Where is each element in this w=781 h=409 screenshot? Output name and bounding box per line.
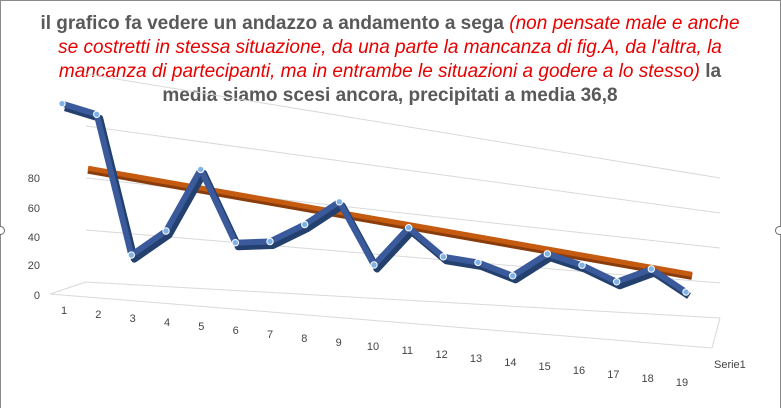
title-text-conclusion: la media siamo scesi ancora, precipitati… bbox=[162, 61, 722, 106]
x-tick-label: 7 bbox=[267, 329, 273, 341]
y-tick-label: 20 bbox=[28, 260, 40, 272]
x-tick-label: 9 bbox=[336, 337, 342, 349]
resize-handle-left[interactable] bbox=[0, 226, 5, 235]
x-tick-label: 3 bbox=[130, 313, 136, 325]
x-tick-label: 4 bbox=[164, 317, 170, 329]
gridline bbox=[85, 125, 721, 214]
data-point[interactable] bbox=[439, 253, 447, 261]
x-tick-label: 19 bbox=[676, 377, 688, 389]
floor-edge bbox=[49, 281, 87, 295]
points-layer bbox=[58, 99, 690, 296]
x-tick-label: 2 bbox=[95, 309, 101, 321]
x-tick-label: 18 bbox=[642, 373, 654, 385]
data-point[interactable] bbox=[127, 251, 136, 259]
data-point[interactable] bbox=[647, 265, 655, 273]
data-point[interactable] bbox=[405, 224, 413, 232]
y-tick-label: 0 bbox=[34, 290, 40, 302]
y-tick-label: 80 bbox=[28, 173, 40, 185]
x-tick-label: 8 bbox=[301, 333, 307, 345]
data-point[interactable] bbox=[197, 165, 205, 174]
x-tick-label: 13 bbox=[470, 353, 482, 365]
x-tick-label: 12 bbox=[436, 349, 448, 361]
data-point[interactable] bbox=[162, 227, 170, 235]
x-tick-label: 6 bbox=[233, 325, 239, 337]
data-point[interactable] bbox=[509, 272, 517, 280]
gridline bbox=[85, 281, 721, 319]
x-tick-label: 14 bbox=[504, 357, 516, 369]
data-point[interactable] bbox=[231, 239, 240, 247]
x-tick-label: 15 bbox=[539, 361, 551, 373]
x-tick-label: 1 bbox=[61, 305, 67, 317]
gridline bbox=[85, 73, 721, 179]
floor-edge bbox=[49, 293, 713, 349]
data-point[interactable] bbox=[474, 258, 482, 267]
x-tick-label: 5 bbox=[198, 321, 204, 333]
legend-entry-serie1: Serie1 bbox=[714, 359, 746, 371]
floor-edge bbox=[711, 317, 721, 349]
y-tick-label: 40 bbox=[28, 232, 40, 244]
gridlines bbox=[49, 73, 721, 349]
y-tick-label: 60 bbox=[28, 203, 40, 215]
data-point[interactable] bbox=[93, 110, 101, 119]
data-point[interactable] bbox=[613, 278, 621, 286]
x-axis-ticks: 1 2 3 4 5 6 7 8 9 10 11 12 13 14 15 16 17 18 19 bbox=[61, 305, 688, 389]
data-point[interactable] bbox=[682, 288, 690, 296]
data-point[interactable] bbox=[335, 198, 343, 206]
chart-title: il grafico fa vedere un andazzo a andame… bbox=[30, 12, 750, 108]
data-point[interactable] bbox=[58, 99, 66, 108]
data-point[interactable] bbox=[543, 250, 551, 258]
data-point[interactable] bbox=[266, 237, 274, 246]
data-point[interactable] bbox=[370, 261, 378, 269]
x-tick-label: 16 bbox=[573, 365, 585, 377]
legend: Serie1 bbox=[714, 359, 746, 371]
resize-handle-right[interactable] bbox=[775, 226, 781, 235]
x-tick-label: 10 bbox=[367, 341, 379, 353]
data-point[interactable] bbox=[301, 220, 309, 229]
data-point[interactable] bbox=[578, 261, 586, 269]
title-text-highlight: (non pensate male e anche se costretti i… bbox=[58, 13, 740, 82]
x-tick-label: 17 bbox=[607, 369, 619, 381]
x-tick-label: 11 bbox=[402, 345, 413, 357]
title-text-intro: il grafico fa vedere un andazzo a andame… bbox=[40, 13, 504, 34]
y-axis-ticks: 0 20 40 60 80 bbox=[28, 173, 40, 302]
gridline bbox=[85, 229, 721, 284]
